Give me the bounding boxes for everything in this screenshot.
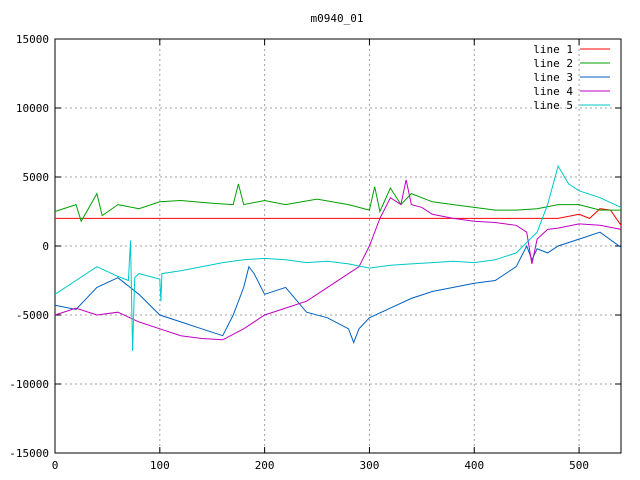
legend-label-2: line 2 bbox=[533, 57, 573, 70]
y-tick-label: -5000 bbox=[16, 309, 49, 322]
x-tick-label: 300 bbox=[360, 459, 380, 472]
y-tick-label: 15000 bbox=[16, 33, 49, 46]
x-tick-label: 400 bbox=[464, 459, 484, 472]
x-tick-label: 0 bbox=[52, 459, 59, 472]
axes: -15000 -10000 -5000 0 5000 10000 15000 0 100 200 3… bbox=[9, 33, 622, 472]
legend-label-1: line 1 bbox=[533, 43, 573, 56]
series-line-5 bbox=[54, 164, 622, 351]
y-tick-label: 5000 bbox=[23, 171, 50, 184]
y-tick-label: 0 bbox=[42, 240, 49, 253]
y-tick-label: 10000 bbox=[16, 102, 49, 115]
x-tick-label: 100 bbox=[150, 459, 170, 472]
y-tick-label: -15000 bbox=[9, 447, 49, 460]
chart-title: m0940_01 bbox=[311, 12, 364, 25]
legend-label-4: line 4 bbox=[533, 85, 573, 98]
x-tick-label: 200 bbox=[255, 459, 275, 472]
x-tick-label: 500 bbox=[569, 459, 589, 472]
series-lines bbox=[54, 164, 622, 351]
y-tick-label: -10000 bbox=[9, 378, 49, 391]
legend-label-3: line 3 bbox=[533, 71, 573, 84]
series-line-4 bbox=[54, 179, 622, 341]
series-line-2 bbox=[54, 183, 621, 223]
legend-label-5: line 5 bbox=[533, 99, 573, 112]
